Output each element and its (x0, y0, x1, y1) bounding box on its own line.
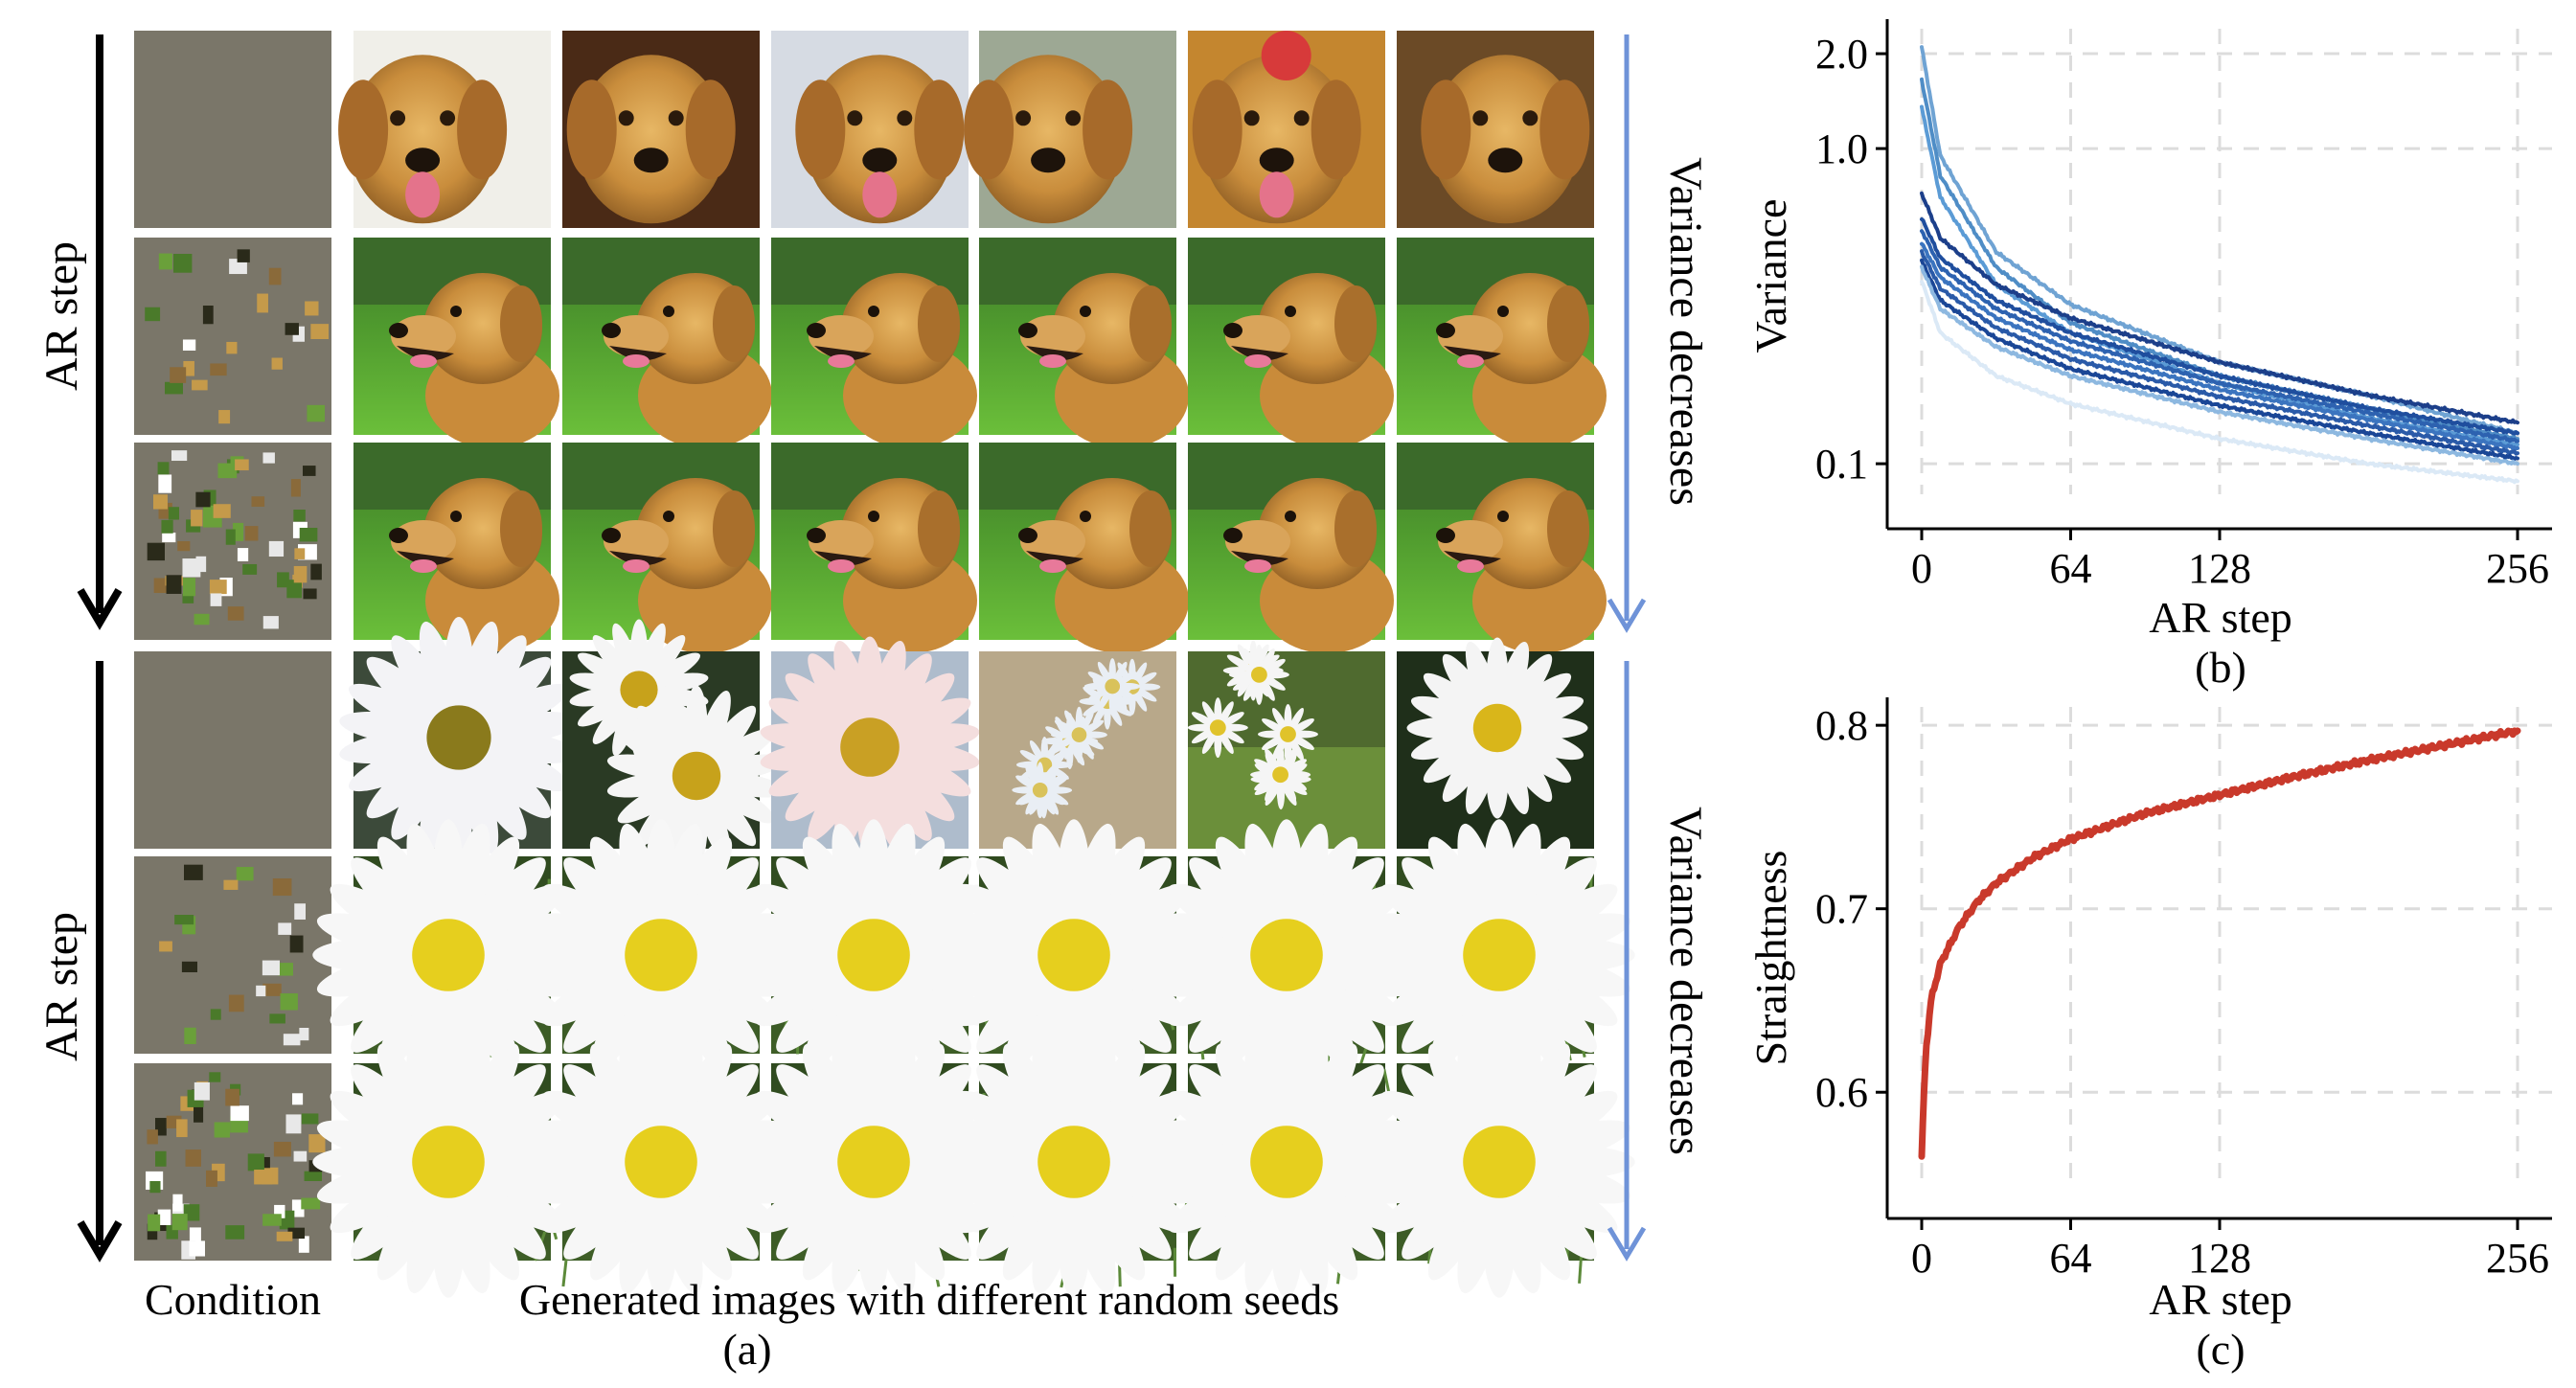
x-tick-label: 128 (2188, 1235, 2251, 1282)
generated-tile-dog-on-grass (1397, 443, 1607, 653)
generated-tile-daisy-on-grass (1363, 1026, 1635, 1298)
x-tick-label: 0 (1911, 1235, 1932, 1282)
ar-step-label-top: AR step (36, 241, 87, 391)
generated-tile-golden-retriever-closeup (1397, 31, 1594, 228)
x-tick-label: 128 (2188, 545, 2251, 592)
x-tick-label: 256 (2486, 1235, 2549, 1282)
straightness-chart-ylabel: Straightness (1746, 851, 1795, 1066)
generated-tile-golden-retriever-portrait (338, 31, 551, 228)
condition-label: Condition (145, 1275, 321, 1324)
generated-tile-daisy-on-grass (312, 1026, 584, 1298)
variance-decreases-label-bottom: Variance decreases (1660, 807, 1711, 1155)
condition-tile (134, 238, 331, 435)
generated-tile-daisy-on-grass (525, 819, 797, 1091)
y-tick-label: 0.7 (1815, 886, 1868, 933)
y-tick-label: 0.8 (1815, 702, 1868, 749)
variance-arrow-top (1607, 34, 1647, 633)
generated-tile-golden-retriever-side (562, 31, 760, 228)
panel-a: AR step AR step Variance decreases Varia… (36, 31, 1711, 1374)
ar-step-label-bottom: AR step (36, 912, 87, 1061)
generated-tile-golden-retriever-sitting (771, 31, 969, 228)
x-tick-label: 0 (1911, 545, 1932, 592)
generated-tile-dog-on-grass (771, 443, 977, 653)
generated-tile-daisy-cluster (562, 619, 786, 867)
condition-tile (134, 856, 331, 1054)
x-tick-label: 64 (2050, 545, 2092, 592)
generated-tile-dog-on-grass (353, 238, 559, 448)
series-line-5 (1920, 216, 2519, 436)
y-tick-label: 2.0 (1815, 31, 1868, 78)
series-line-7 (1920, 241, 2519, 451)
variance-decreases-label-top: Variance decreases (1660, 157, 1711, 506)
condition-tile (134, 31, 331, 228)
generated-tile-daisy-on-grass (1363, 819, 1635, 1091)
variance-chart-ylabel: Variance (1746, 199, 1795, 353)
generated-tile-dog-on-grass (979, 443, 1189, 653)
ar-step-arrow-bottom (77, 661, 123, 1263)
variance-chart-caption: (b) (2195, 643, 2246, 692)
generated-tile-dog-on-grass (771, 238, 977, 448)
straightness-chart-xlabel: AR step (2149, 1275, 2292, 1324)
condition-tile (134, 651, 331, 849)
generated-tile-dog-on-grass (562, 238, 772, 448)
generated-tile-daisy-dark (1397, 637, 1594, 849)
generated-tile-wild-daisies (979, 651, 1176, 849)
generated-tile-daisy-on-grass (938, 819, 1210, 1091)
series-line-8 (1920, 249, 2519, 456)
series-line-11 (1920, 280, 2519, 485)
y-tick-label: 1.0 (1815, 125, 1868, 172)
generated-tile-daisy-field (1187, 640, 1385, 849)
generated-tile-dog-on-grass (1188, 443, 1394, 653)
generated-tile-white-dog-profile (964, 31, 1176, 228)
generated-tile-dog-with-red-hat (1188, 31, 1385, 228)
generated-tile-dog-on-grass (979, 238, 1189, 448)
variance-chart-xlabel: AR step (2149, 593, 2292, 642)
generated-tile-daisy-on-grass (1151, 819, 1423, 1091)
x-tick-label: 64 (2050, 1235, 2092, 1282)
panel-a-caption: (a) (722, 1325, 771, 1374)
x-tick-label: 256 (2486, 545, 2549, 592)
y-tick-label: 0.1 (1815, 441, 1868, 488)
generated-tile-dog-on-grass (1397, 238, 1607, 448)
series-line-10 (1920, 264, 2519, 466)
generated-images-label: Generated images with different random s… (519, 1275, 1339, 1324)
series-line-1 (1918, 727, 2521, 1160)
series-line-6 (1920, 229, 2519, 444)
straightness-chart-caption: (c) (2196, 1325, 2245, 1374)
series-line-9 (1920, 258, 2519, 461)
variance-chart: 0 64 128 256 0.1 1.0 2.0 Variance AR step (b) (1746, 19, 2552, 692)
condition-tile (134, 443, 331, 640)
generated-tile-daisy-closeup (339, 617, 579, 858)
generated-tile-dog-on-grass (562, 443, 772, 653)
series-line-4 (1920, 191, 2519, 425)
generated-tile-daisy-on-grass (1151, 1026, 1423, 1298)
generated-tile-dog-on-grass (1188, 238, 1394, 448)
condition-tile (134, 1063, 331, 1261)
ar-step-arrow-top (77, 34, 123, 630)
variance-arrow-bottom (1607, 661, 1647, 1262)
y-tick-label: 0.6 (1815, 1069, 1868, 1116)
generated-tile-daisy-on-grass (312, 819, 584, 1091)
generated-tile-daisy-pink (760, 636, 980, 858)
